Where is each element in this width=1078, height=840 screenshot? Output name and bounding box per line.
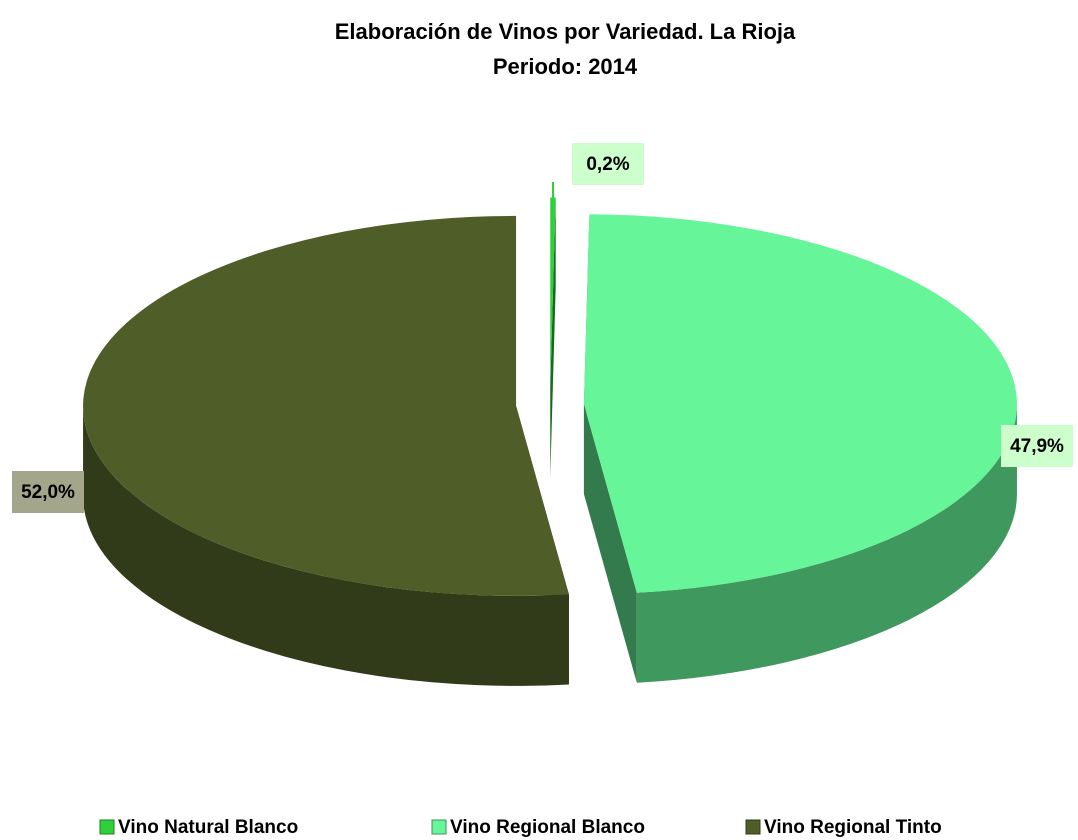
- chart-subtitle: Periodo: 2014: [493, 54, 638, 79]
- slice-wall: [550, 197, 556, 478]
- legend-label: Vino Natural Blanco: [118, 817, 298, 838]
- slice-side: [83, 405, 569, 686]
- legend-label: Vino Regional Tinto: [764, 817, 942, 838]
- value-label-box: [12, 471, 84, 513]
- value-label: 47,9%: [1010, 436, 1064, 457]
- chart-title: Elaboración de Vinos por Variedad. La Ri…: [335, 19, 796, 44]
- slice: [83, 215, 569, 596]
- value-label-box: [1001, 425, 1073, 467]
- slice-side: [636, 404, 1017, 683]
- legend-swatch: [99, 819, 115, 835]
- legend-swatch: [431, 819, 447, 835]
- slice-wall: [583, 404, 637, 683]
- value-label-box: [572, 143, 644, 185]
- slice: [583, 214, 1017, 593]
- legend-swatch: [745, 819, 761, 835]
- slice: [550, 197, 556, 388]
- value-label: 0,2%: [586, 154, 629, 175]
- legend-label: Vino Regional Blanco: [450, 817, 645, 838]
- value-label: 52,0%: [21, 482, 75, 503]
